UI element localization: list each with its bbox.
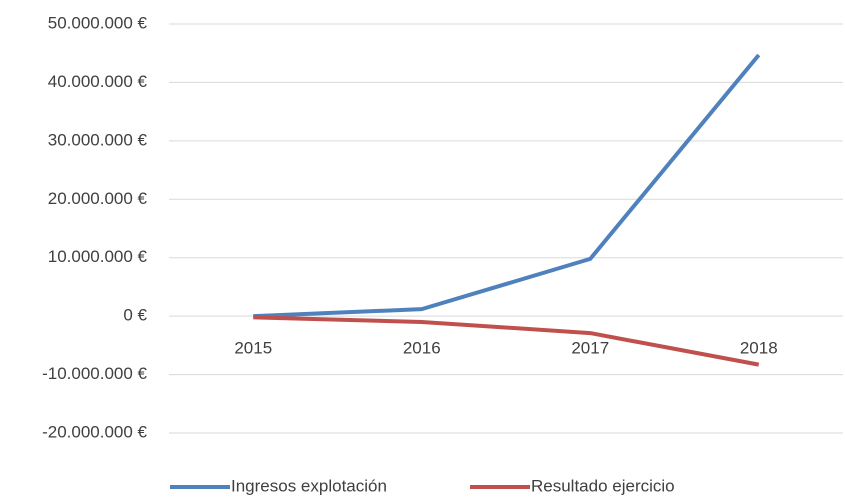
y-tick-label: 0 € (123, 306, 147, 325)
line-series (253, 315, 760, 367)
y-tick-label: -20.000.000 € (42, 422, 147, 441)
x-tick-label: 2016 (403, 339, 441, 358)
line-series (253, 53, 761, 319)
x-tick-label: 2015 (234, 339, 272, 358)
y-tick-label: 10.000.000 € (48, 247, 148, 266)
y-tick-label: 50.000.000 € (48, 13, 148, 32)
legend-label: Ingresos explotación (231, 476, 387, 495)
y-tick-label: 30.000.000 € (48, 130, 148, 149)
legend-label: Resultado ejercicio (531, 476, 675, 495)
x-tick-label: 2018 (740, 339, 778, 358)
y-tick-label: 20.000.000 € (48, 189, 148, 208)
y-tick-label: -10.000.000 € (42, 364, 147, 383)
y-tick-label: 40.000.000 € (48, 72, 148, 91)
x-tick-label: 2017 (571, 339, 609, 358)
